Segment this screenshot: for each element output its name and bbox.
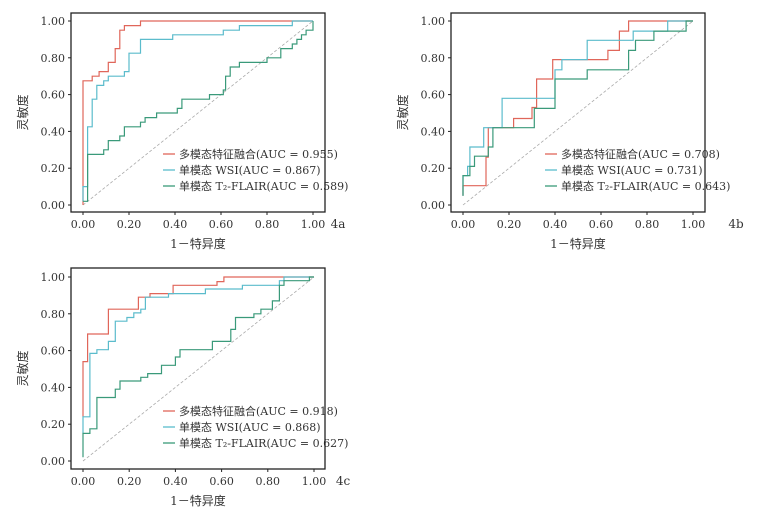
roc-curve-flair: [83, 21, 314, 202]
y-tick-label: 0.20: [41, 418, 66, 431]
y-tick-label: 0.00: [41, 455, 66, 468]
y-tick-label: 0.60: [41, 345, 66, 358]
x-tick-label: 1.00: [302, 475, 327, 488]
roc-curve-wsi: [82, 276, 314, 434]
x-tick-label: 0.60: [589, 218, 614, 231]
y-tick-label: 0.60: [41, 89, 66, 102]
y-axis-label: 灵敏度: [395, 94, 410, 130]
plot-frame: [450, 12, 706, 213]
panel-label: 4a: [331, 217, 346, 231]
y-tick-label: 0.00: [41, 199, 66, 212]
roc-curve-flair: [462, 20, 693, 196]
legend-label: 单模态 WSI(AUC = 0.867): [179, 164, 321, 177]
x-tick-label: 0.00: [71, 475, 96, 488]
x-tick-label: 0.00: [71, 218, 96, 231]
x-tick-label: 0.20: [117, 218, 142, 231]
reference-diagonal: [82, 20, 314, 206]
x-tick-label: 0.40: [163, 475, 188, 488]
y-tick-label: 0.20: [421, 162, 446, 175]
roc-curve-fusion: [82, 20, 313, 205]
y-tick-label: 0.20: [41, 162, 66, 175]
y-tick-label: 0.40: [41, 381, 66, 394]
x-axis-label: 1－特异度: [170, 236, 226, 251]
y-tick-label: 0.40: [41, 125, 66, 138]
reference-diagonal: [82, 276, 315, 462]
y-tick-label: 1.00: [41, 15, 66, 28]
y-axis-label: 灵敏度: [15, 350, 30, 386]
x-tick-label: 0.40: [543, 218, 568, 231]
roc-curve-wsi: [82, 20, 313, 202]
roc-panel-4c: 多模态特征融合(AUC = 0.918) 单模态 WSI(AUC = 0.868)…: [15, 267, 351, 508]
legend-label: 单模态 T₂-FLAIR(AUC = 0.627): [179, 437, 348, 450]
legend-label: 多模态特征融合(AUC = 0.918): [179, 404, 338, 418]
y-tick-label: 0.80: [41, 308, 66, 321]
y-tick-label: 0.80: [41, 52, 66, 65]
x-tick-label: 0.80: [256, 475, 281, 488]
x-tick-label: 0.20: [497, 218, 522, 231]
x-tick-label: 0.00: [451, 218, 476, 231]
x-tick-label: 0.60: [209, 218, 234, 231]
legend-label: 多模态特征融合(AUC = 0.708): [561, 147, 720, 161]
y-tick-label: 1.00: [421, 15, 446, 28]
x-axis-label: 1－特异度: [550, 236, 606, 251]
x-axis-label: 1－特异度: [170, 493, 226, 508]
y-tick-label: 0.40: [421, 125, 446, 138]
panel-label: 4b: [728, 217, 744, 231]
reference-diagonal: [462, 20, 694, 206]
roc-curve-fusion: [462, 20, 693, 196]
plot-frame: [70, 267, 326, 470]
roc-panel-4b: 多模态特征融合(AUC = 0.708) 单模态 WSI(AUC = 0.731)…: [395, 12, 744, 251]
y-tick-label: 0.00: [421, 199, 446, 212]
legend-label: 多模态特征融合(AUC = 0.955): [179, 147, 338, 161]
roc-panel-4a: 多模态特征融合(AUC = 0.955) 单模态 WSI(AUC = 0.867)…: [15, 12, 348, 251]
legend-label: 单模态 T₂-FLAIR(AUC = 0.643): [561, 180, 730, 193]
x-tick-label: 0.40: [163, 218, 188, 231]
y-tick-label: 0.80: [421, 52, 446, 65]
plot-frame: [70, 12, 326, 213]
x-tick-label: 1.00: [301, 218, 326, 231]
x-tick-label: 1.00: [681, 218, 706, 231]
x-tick-label: 0.80: [635, 218, 660, 231]
x-tick-label: 0.80: [255, 218, 280, 231]
roc-curve-flair: [82, 276, 314, 458]
x-tick-label: 0.20: [117, 475, 142, 488]
y-tick-label: 1.00: [41, 271, 66, 284]
legend-label: 单模态 T₂-FLAIR(AUC = 0.589): [179, 180, 348, 193]
panel-label: 4c: [336, 474, 351, 488]
legend-label: 单模态 WSI(AUC = 0.731): [561, 164, 703, 177]
legend-label: 单模态 WSI(AUC = 0.868): [179, 421, 321, 434]
y-tick-label: 0.60: [421, 89, 446, 102]
y-axis-label: 灵敏度: [15, 94, 30, 130]
x-tick-label: 0.60: [209, 475, 234, 488]
